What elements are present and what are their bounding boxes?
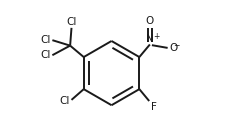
Text: Cl: Cl (40, 50, 50, 60)
Text: O: O (170, 43, 178, 53)
Text: F: F (150, 102, 157, 112)
Text: Cl: Cl (66, 17, 77, 26)
Text: +: + (153, 32, 159, 41)
Text: O: O (146, 16, 154, 26)
Text: N: N (146, 34, 154, 44)
Text: Cl: Cl (40, 35, 50, 45)
Text: −: − (173, 41, 180, 50)
Text: Cl: Cl (59, 96, 69, 106)
